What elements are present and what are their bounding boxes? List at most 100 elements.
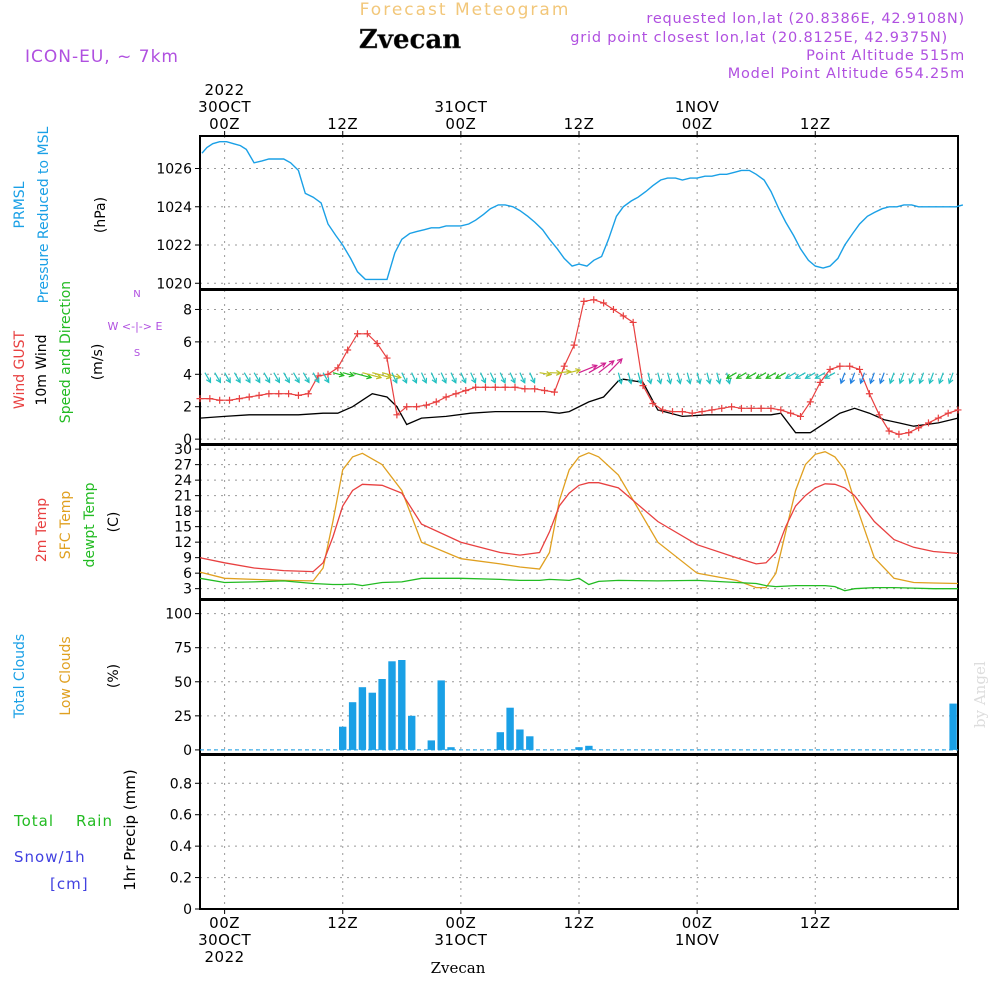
wind-ytick-label-3: 6	[183, 335, 192, 351]
temp-2m-label: 2m Temp	[34, 498, 50, 562]
compass-n: N	[133, 289, 140, 300]
precip-ytick-label-0: 0	[183, 902, 192, 918]
gust-marker-49	[679, 408, 686, 415]
gust-marker-23	[423, 402, 430, 409]
cloud-bar-2	[359, 687, 366, 750]
gust-marker-53	[718, 405, 725, 412]
gust-marker-27	[462, 387, 469, 394]
wind-10m-label: 10m Wind	[34, 334, 50, 405]
top-time-label-3-0: 12Z	[564, 115, 595, 133]
gust-marker-7	[265, 390, 272, 397]
gust-marker-8	[275, 390, 282, 397]
gust-marker-31	[502, 384, 509, 391]
gust-marker-2	[216, 397, 223, 404]
gust-marker-55	[738, 405, 745, 412]
bottom-time-label-0-2: 2022	[205, 948, 245, 966]
gust-marker-44	[630, 319, 637, 326]
legend-rain: Rain	[76, 812, 113, 830]
cloud-bar-19	[526, 736, 533, 750]
gust-marker-77	[955, 406, 962, 413]
gust-marker-3	[226, 397, 233, 404]
top-time-label-5-0: 12Z	[800, 115, 831, 133]
low-clouds-label: Low Clouds	[58, 636, 74, 715]
temp-ytick-label-4: 15	[174, 520, 192, 536]
wind-ytick-label-2: 4	[183, 367, 192, 383]
top-time-label-2-1: 00Z	[445, 115, 476, 133]
gust-marker-10	[295, 392, 302, 399]
gust-marker-68	[866, 390, 873, 397]
gust-marker-54	[728, 403, 735, 410]
legend-cm: [cm]	[50, 875, 89, 893]
gridpoint-location: grid point closest lon,lat (20.8125E, 42…	[570, 30, 948, 46]
gust-marker-28	[472, 384, 479, 391]
model-label: ICON-EU, ~ 7km	[25, 47, 179, 67]
gust-marker-16	[354, 330, 361, 337]
clouds-ytick-label-3: 75	[174, 641, 192, 657]
clouds-ytick-label-4: 100	[165, 607, 192, 623]
gust-marker-56	[748, 405, 755, 412]
gust-marker-61	[797, 413, 804, 420]
top-time-label-0-2: 00Z	[209, 115, 240, 133]
gust-marker-43	[620, 312, 627, 319]
gust-marker-38	[571, 342, 578, 349]
bottom-time-label-0-1: 30OCT	[198, 931, 251, 949]
cloud-bar-16	[497, 732, 504, 750]
cloud-bar-11	[447, 747, 454, 750]
gust-marker-72	[905, 429, 912, 436]
gust-marker-6	[256, 392, 263, 399]
cloud-bar-5	[388, 661, 395, 750]
bottom-time-label-4-1: 1NOV	[675, 931, 720, 949]
gust-marker-5	[246, 393, 253, 400]
bottom-time-label-2-1: 31OCT	[434, 931, 487, 949]
wind-ytick-label-1: 2	[183, 400, 192, 416]
pressure-label-short: PRMSL	[12, 181, 28, 228]
cloud-bar-3	[369, 693, 376, 750]
bottom-time-label-3-0: 12Z	[564, 914, 595, 932]
gust-marker-52	[708, 406, 715, 413]
gust-marker-66	[846, 363, 853, 370]
sfc-temp-line	[200, 452, 958, 588]
pressure-unit: (hPa)	[93, 197, 109, 233]
cloud-bar-9	[428, 740, 435, 750]
gust-marker-65	[836, 363, 843, 370]
top-time-label-4-1: 00Z	[682, 115, 713, 133]
gust-marker-36	[551, 389, 558, 396]
gust-marker-74	[925, 419, 932, 426]
bottom-time-label-5-0: 12Z	[800, 914, 831, 932]
gust-marker-51	[699, 408, 706, 415]
temp-ytick-label-9: 30	[174, 442, 192, 458]
gust-marker-39	[580, 298, 587, 305]
gust-marker-14	[334, 364, 341, 371]
cloud-bar-25	[585, 746, 592, 750]
compass-s: S	[134, 348, 140, 359]
temp-ytick-label-8: 27	[174, 458, 192, 474]
cloud-bar-62	[949, 704, 956, 750]
cloud-bar-18	[516, 730, 523, 750]
cloud-bar-24	[575, 747, 582, 750]
gust-marker-0	[197, 395, 204, 402]
cloud-bar-7	[408, 716, 415, 750]
wind-ytick-label-4: 8	[183, 302, 192, 318]
gust-marker-35	[541, 387, 548, 394]
gust-marker-1	[206, 395, 213, 402]
gust-marker-24	[433, 398, 440, 405]
temp-ytick-label-6: 21	[174, 489, 192, 505]
gust-marker-25	[443, 393, 450, 400]
temp-ytick-label-7: 24	[174, 473, 192, 489]
page-title: Zvecan	[359, 25, 461, 55]
top-time-label-0-0: 2022	[205, 81, 245, 99]
precip-ytick-label-4: 0.8	[170, 776, 192, 792]
gust-marker-9	[285, 390, 292, 397]
pressure-label-long: Pressure Reduced to MSL	[36, 126, 52, 303]
gust-marker-76	[945, 410, 952, 417]
wind-gust-label: Wind GUST	[12, 330, 28, 409]
gust-marker-62	[807, 398, 814, 405]
temp-unit: (C)	[106, 512, 122, 533]
gust-marker-71	[895, 431, 902, 438]
bottom-time-label-0-0: 00Z	[209, 914, 240, 932]
top-time-label-0-1: 30OCT	[198, 98, 251, 116]
